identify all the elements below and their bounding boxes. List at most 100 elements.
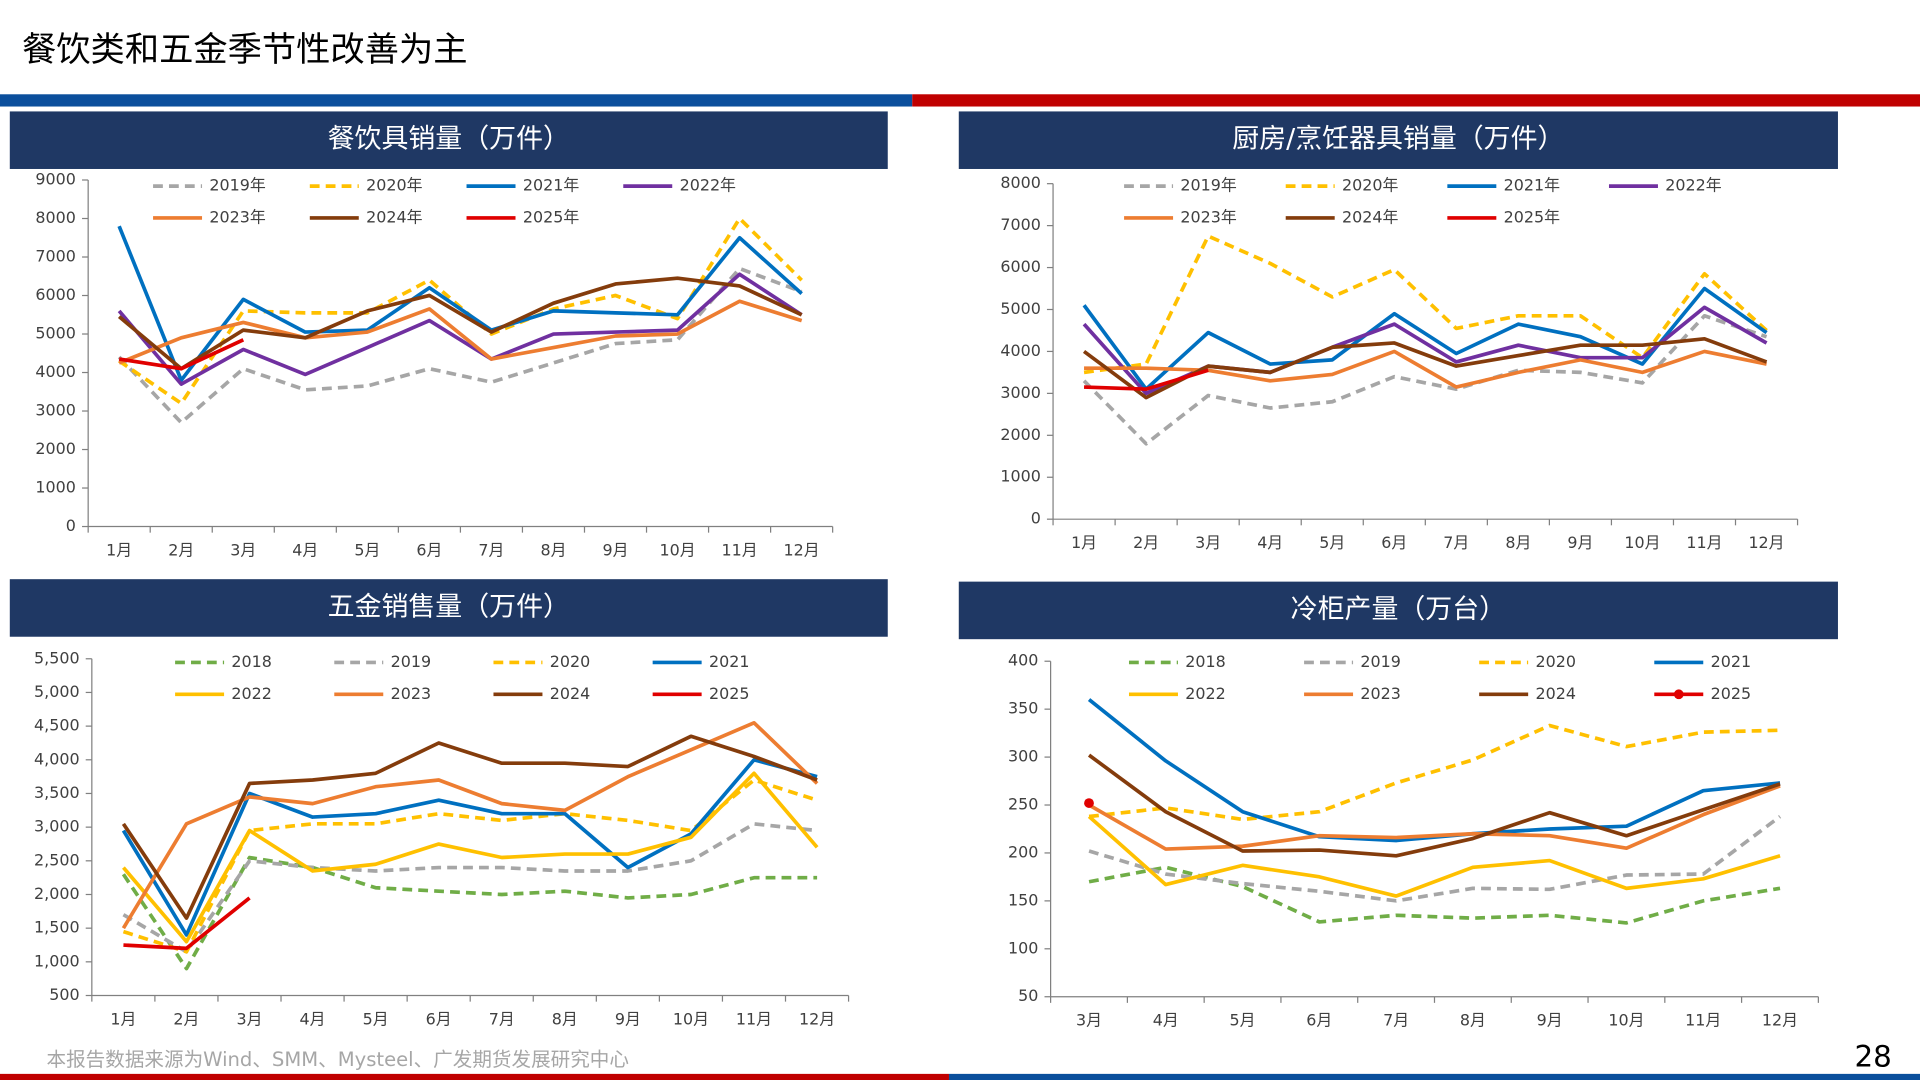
x-tick-label: 8月 [552, 1010, 578, 1029]
legend-label: 2019 [1360, 652, 1400, 671]
legend-label: 2023年 [209, 207, 265, 226]
legend-label: 2022 [1185, 684, 1225, 703]
legend-label: 2020年 [1342, 176, 1398, 195]
y-tick-label: 4,500 [34, 716, 80, 735]
source-note: 本报告数据来源为Wind、SMM、Mysteel、广发期货发展研究中心 [47, 1048, 629, 1071]
y-tick-label: 150 [1008, 890, 1038, 909]
y-tick-label: 400 [1008, 651, 1038, 670]
y-tick-label: 2,000 [34, 884, 80, 903]
y-tick-label: 300 [1008, 747, 1038, 766]
bottom-bar-blue [948, 1073, 1920, 1080]
legend-marker [1673, 689, 1684, 700]
x-tick-label: 2月 [173, 1010, 199, 1029]
series-line [1082, 336, 1768, 400]
legend-label: 2019年 [1180, 176, 1236, 195]
x-tick-label: 4月 [292, 541, 318, 560]
series-line [1087, 815, 1781, 898]
x-tick-label: 10月 [659, 541, 695, 560]
x-tick-label: 5月 [354, 541, 380, 560]
y-tick-label: 2000 [1000, 425, 1040, 444]
x-tick-label: 1月 [1071, 533, 1097, 552]
legend-label: 2021 [1711, 652, 1751, 671]
series-line [117, 272, 803, 386]
y-tick-label: 3,500 [34, 783, 80, 802]
legend-label: 2019年 [209, 176, 265, 195]
series-line [1083, 234, 1768, 375]
x-tick-label: 9月 [615, 1010, 641, 1029]
legend-label: 2025 [1711, 684, 1751, 703]
x-tick-label: 6月 [416, 541, 442, 560]
y-tick-label: 1,500 [34, 918, 80, 937]
legend-label: 2021年 [523, 176, 579, 195]
x-tick-label: 3月 [1195, 533, 1221, 552]
legend-label: 2018 [231, 652, 271, 671]
page-number: 28 [1854, 1039, 1891, 1073]
y-tick-label: 4000 [35, 362, 75, 381]
series-line [122, 821, 818, 954]
legend-label: 2020 [550, 652, 590, 671]
legend-label: 2025 [709, 684, 749, 703]
x-tick-label: 3月 [230, 541, 256, 560]
y-tick-label: 250 [1008, 795, 1038, 814]
x-tick-label: 6月 [426, 1010, 452, 1029]
y-tick-label: 1000 [1000, 467, 1040, 486]
legend-label: 2020 [1536, 652, 1576, 671]
series-line [1083, 368, 1209, 391]
chart-title: 厨房/烹饪器具销量（万件） [1232, 124, 1564, 155]
series-line [1088, 784, 1781, 851]
bottom-bar-red [0, 1073, 949, 1080]
y-tick-label: 5000 [1000, 299, 1040, 318]
y-tick-label: 4,000 [34, 749, 80, 768]
x-tick-label: 12月 [1762, 1011, 1798, 1030]
x-tick-label: 8月 [540, 541, 566, 560]
y-tick-label: 8000 [1000, 173, 1040, 192]
series-line [1088, 815, 1782, 903]
series-line [1087, 753, 1781, 858]
y-tick-label: 6000 [1000, 257, 1040, 276]
legend-label: 2022年 [680, 176, 736, 195]
x-tick-label: 6月 [1381, 533, 1407, 552]
y-tick-label: 0 [1031, 509, 1041, 528]
x-tick-label: 9月 [602, 541, 628, 560]
x-tick-label: 4月 [1153, 1011, 1179, 1030]
y-tick-label: 5,500 [34, 648, 80, 667]
x-tick-label: 4月 [1257, 533, 1283, 552]
series-line [122, 771, 819, 944]
y-tick-label: 5,000 [34, 682, 80, 701]
panel-header [9, 111, 888, 169]
x-tick-label: 7月 [489, 1010, 515, 1029]
x-tick-label: 7月 [1383, 1011, 1409, 1030]
series-line [118, 338, 245, 371]
series-line [121, 855, 818, 971]
y-tick-label: 6000 [35, 285, 75, 304]
series-line [121, 720, 819, 930]
x-tick-label: 7月 [478, 541, 504, 560]
x-tick-label: 12月 [1748, 533, 1784, 552]
x-tick-label: 4月 [300, 1010, 326, 1029]
x-tick-label: 10月 [1608, 1011, 1644, 1030]
y-tick-label: 1000 [35, 478, 75, 497]
legend-label: 2022年 [1665, 176, 1721, 195]
x-tick-label: 2月 [1133, 533, 1159, 552]
top-bar-red [912, 94, 1920, 107]
legend-label: 2020年 [366, 176, 422, 195]
x-tick-label: 11月 [1686, 533, 1722, 552]
legend-label: 2022 [231, 684, 271, 703]
y-tick-label: 5000 [35, 324, 75, 343]
legend-label: 2025年 [1504, 207, 1560, 226]
legend-label: 2025年 [523, 207, 579, 226]
y-tick-label: 50 [1018, 986, 1038, 1005]
x-tick-label: 3月 [1076, 1011, 1102, 1030]
y-tick-label: 2000 [35, 439, 75, 458]
series-line [1088, 865, 1781, 925]
x-tick-label: 11月 [1685, 1011, 1721, 1030]
x-tick-label: 9月 [1567, 533, 1593, 552]
y-tick-label: 0 [66, 516, 76, 535]
chart-title: 餐饮具销量（万件） [328, 124, 570, 155]
x-tick-label: 11月 [722, 541, 758, 560]
y-tick-label: 4000 [1000, 341, 1040, 360]
x-tick-label: 6月 [1306, 1011, 1332, 1030]
x-tick-label: 5月 [1230, 1011, 1256, 1030]
y-tick-label: 8000 [35, 208, 75, 227]
y-tick-label: 500 [49, 985, 79, 1004]
